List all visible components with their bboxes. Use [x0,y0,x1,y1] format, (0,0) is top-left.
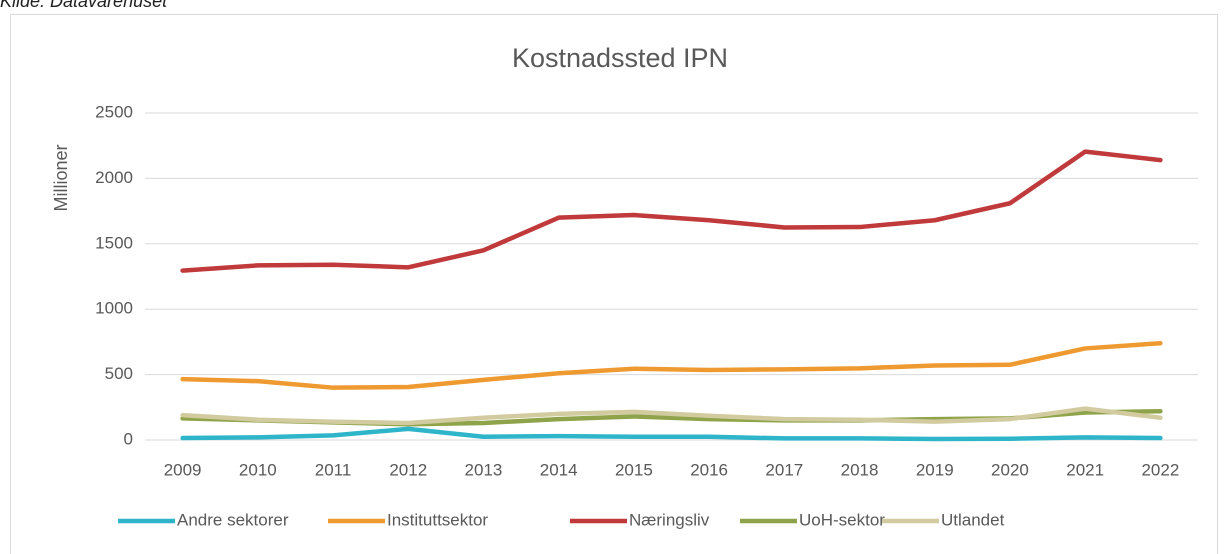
series-line [180,406,1163,426]
x-tick-label: 2020 [991,460,1029,479]
x-tick-label: 2017 [765,460,803,479]
x-tick-label: 2016 [690,460,728,479]
chart-border [10,14,1218,554]
legend-label: Utlandet [941,510,1005,529]
legend-label: UoH-sektor [799,510,885,529]
x-tick-label: 2018 [841,460,879,479]
x-tick-label: 2021 [1066,460,1104,479]
series-line [180,340,1163,390]
y-tick-label: 2000 [95,168,133,187]
legend-label: Instituttsektor [387,510,488,529]
y-tick-label: 1000 [95,299,133,318]
x-tick-label: 2012 [389,460,427,479]
source: Kilde: Datavarehuset [0,0,168,11]
x-tick-label: 2011 [315,460,352,479]
y-tick-label: 2500 [95,102,133,121]
series-line [180,426,1163,442]
chart-title: Kostnadssted IPN [512,43,728,73]
series-line [180,149,1163,273]
y-tick-label: 1500 [95,233,133,252]
x-tick-label: 2015 [615,460,653,479]
x-tick-label: 2013 [465,460,503,479]
x-tick-label: 2009 [164,460,202,479]
x-tick-label: 2014 [540,460,578,479]
y-axis-label: Millioner [51,144,71,211]
y-tick-label: 500 [105,364,133,383]
y-tick-label: 0 [124,429,133,448]
x-tick-label: 2019 [916,460,954,479]
x-tick-label: 2022 [1141,460,1179,479]
x-tick-label: 2010 [239,460,277,479]
legend-label: Andre sektorer [177,510,289,529]
legend-label: Næringsliv [629,510,710,529]
